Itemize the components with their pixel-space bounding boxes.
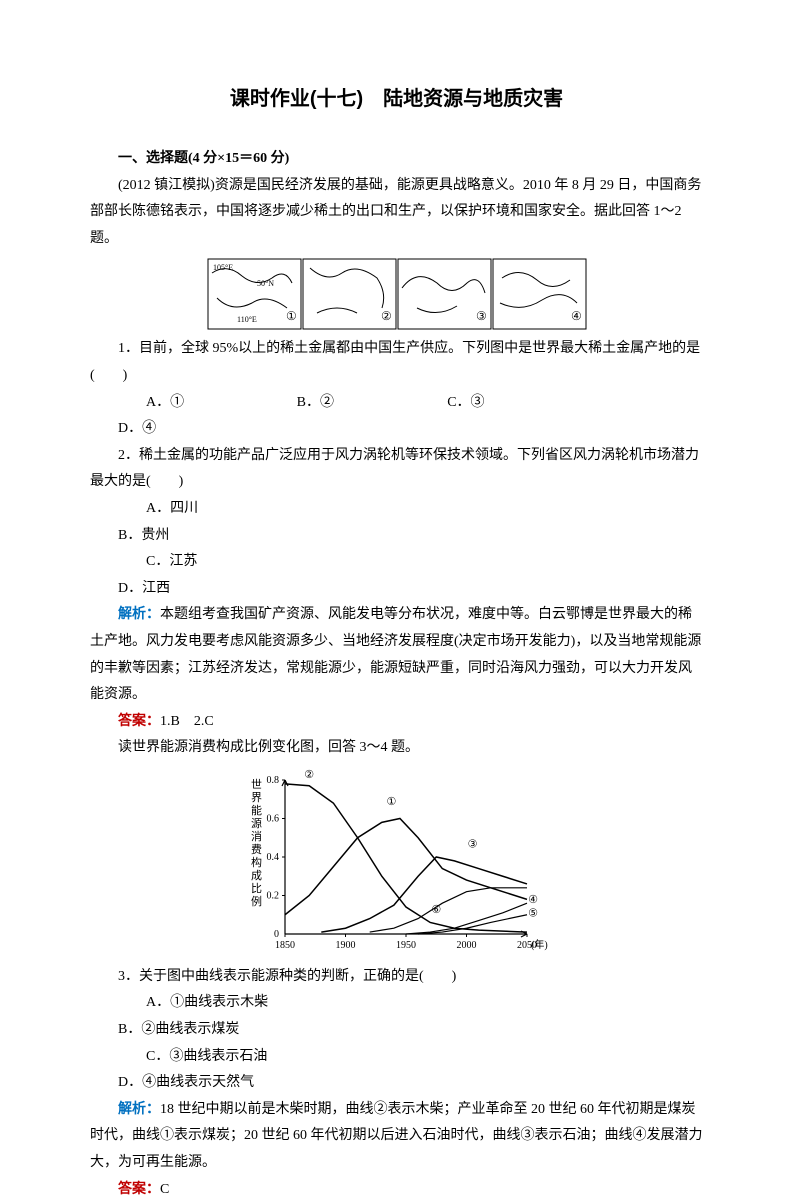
transition-3-4: 读世界能源消费构成比例变化图，回答 3～4 题。 bbox=[90, 735, 703, 762]
svg-text:50°N: 50°N bbox=[257, 279, 274, 288]
svg-text:1950: 1950 bbox=[396, 940, 416, 951]
svg-text:0.2: 0.2 bbox=[266, 890, 279, 901]
q3-stem: 3．关于图中曲线表示能源种类的判断，正确的是( ) bbox=[90, 964, 703, 991]
analysis-text-3: 18 世纪中期以前是木柴时期，曲线②表示木柴；产业革命至 20 世纪 60 年代… bbox=[90, 1102, 703, 1170]
q3-opt-b: B．②曲线表示煤炭 bbox=[90, 1017, 384, 1044]
energy-chart: 0.20.40.60.8018501900195020002050(年)世界能源… bbox=[90, 768, 703, 958]
analysis-label-3: 解析： bbox=[118, 1102, 160, 1117]
q2-options-row2: C．江苏 D．江西 bbox=[90, 549, 703, 602]
maps-figure: ① 105°E 50°N 110°E ② ③ ④ bbox=[90, 258, 703, 330]
q3-options-row2: C．③曲线表示石油 D．④曲线表示天然气 bbox=[90, 1044, 703, 1097]
q2-opt-b: B．贵州 bbox=[90, 523, 384, 550]
svg-text:105°E: 105°E bbox=[213, 263, 233, 272]
svg-text:2000: 2000 bbox=[456, 940, 476, 951]
svg-text:1850: 1850 bbox=[275, 940, 295, 951]
analysis-1-2: 解析：本题组考查我国矿产资源、风能发电等分布状况，难度中等。白云鄂博是世界最大的… bbox=[90, 602, 703, 708]
svg-text:①: ① bbox=[286, 309, 297, 323]
analysis-text: 本题组考查我国矿产资源、风能发电等分布状况，难度中等。白云鄂博是世界最大的稀土产… bbox=[90, 607, 701, 702]
svg-text:0: 0 bbox=[274, 929, 279, 940]
q2-options-row1: A．四川 B．贵州 bbox=[90, 496, 703, 549]
answer-label-3: 答案： bbox=[118, 1182, 160, 1197]
q3-opt-d: D．④曲线表示天然气 bbox=[90, 1070, 384, 1097]
svg-text:③: ③ bbox=[467, 838, 477, 850]
q1-opt-d: D．④ bbox=[90, 416, 237, 443]
q2-opt-d: D．江西 bbox=[90, 576, 384, 603]
svg-text:0.6: 0.6 bbox=[266, 813, 279, 824]
q1-options: A．① B．② C．③ D．④ bbox=[90, 390, 703, 443]
svg-text:0.4: 0.4 bbox=[266, 852, 279, 863]
svg-text:(年): (年) bbox=[531, 938, 548, 951]
svg-text:④: ④ bbox=[528, 894, 538, 906]
analysis-3: 解析：18 世纪中期以前是木柴时期，曲线②表示木柴；产业革命至 20 世纪 60… bbox=[90, 1097, 703, 1177]
section-1-header: 一、选择题(4 分×15＝60 分) bbox=[90, 146, 703, 173]
answer-3: 答案：C bbox=[90, 1177, 703, 1203]
svg-text:②: ② bbox=[381, 309, 392, 323]
q3-opt-c: C．③曲线表示石油 bbox=[118, 1044, 412, 1071]
analysis-label: 解析： bbox=[118, 607, 160, 622]
svg-text:1900: 1900 bbox=[335, 940, 355, 951]
svg-text:③: ③ bbox=[476, 309, 487, 323]
q1-opt-b: B．② bbox=[269, 390, 416, 417]
svg-text:110°E: 110°E bbox=[237, 315, 257, 324]
q3-opt-a: A．①曲线表示木柴 bbox=[118, 990, 412, 1017]
q2-opt-a: A．四川 bbox=[118, 496, 412, 523]
answer-text: 1.B 2.C bbox=[160, 714, 214, 729]
svg-text:②: ② bbox=[304, 769, 314, 781]
svg-text:世界能源消费构成比例: 世界能源消费构成比例 bbox=[251, 778, 262, 908]
q1-opt-a: A．① bbox=[118, 390, 265, 417]
page-title: 课时作业(十七) 陆地资源与地质灾害 bbox=[90, 80, 703, 118]
q3-options-row1: A．①曲线表示木柴 B．②曲线表示煤炭 bbox=[90, 990, 703, 1043]
q2-opt-c: C．江苏 bbox=[118, 549, 412, 576]
svg-text:④: ④ bbox=[571, 309, 582, 323]
answer-text-3: C bbox=[160, 1182, 169, 1197]
answer-label: 答案： bbox=[118, 714, 160, 729]
svg-text:0.8: 0.8 bbox=[266, 775, 279, 786]
intro-paragraph: (2012 镇江模拟)资源是国民经济发展的基础，能源更具战略意义。2010 年 … bbox=[90, 173, 703, 253]
q2-stem: 2．稀土金属的功能产品广泛应用于风力涡轮机等环保技术领域。下列省区风力涡轮机市场… bbox=[90, 443, 703, 496]
svg-text:⑥: ⑥ bbox=[431, 904, 441, 916]
svg-text:⑤: ⑤ bbox=[528, 907, 538, 919]
q1-stem: 1．目前，全球 95%以上的稀土金属都由中国生产供应。下列图中是世界最大稀土金属… bbox=[90, 336, 703, 389]
answer-1-2: 答案：1.B 2.C bbox=[90, 709, 703, 736]
q1-opt-c: C．③ bbox=[419, 390, 566, 417]
svg-text:①: ① bbox=[386, 796, 396, 808]
